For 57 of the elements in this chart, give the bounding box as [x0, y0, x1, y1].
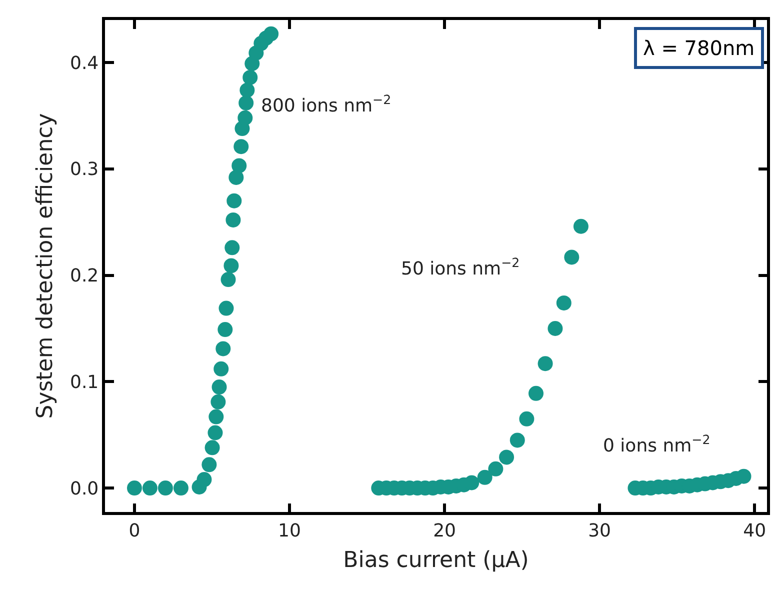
y-tick-label: 0.0 [70, 478, 99, 500]
point [220, 272, 236, 288]
point [214, 361, 229, 376]
point [218, 322, 233, 338]
x-tick-label: 0 [128, 520, 140, 542]
point [208, 409, 224, 424]
point [228, 170, 244, 185]
point [226, 193, 242, 208]
point [216, 341, 231, 356]
point [232, 158, 247, 174]
point [210, 394, 226, 410]
point [528, 386, 544, 401]
point [510, 432, 525, 448]
point [538, 356, 553, 372]
x-tick-label: 10 [278, 520, 301, 542]
annotation: 50 ions nm$^{−2}$ [401, 255, 520, 280]
point [218, 300, 234, 316]
point [477, 470, 492, 485]
x-tick-label: 30 [588, 520, 612, 542]
point [142, 480, 158, 496]
y-tick-label: 0.1 [70, 372, 99, 393]
x-tick-label: 20 [433, 520, 456, 542]
annotation: λ = 780nm [643, 36, 755, 60]
x-tick-label: 40 [743, 520, 766, 542]
point [240, 82, 255, 98]
point [234, 139, 249, 154]
point [242, 70, 258, 85]
point [226, 212, 241, 228]
x-axis-title: Bias current (μA) [343, 548, 529, 574]
y-axis-title: System detection efficiency [32, 113, 58, 419]
point [212, 380, 227, 395]
point [173, 480, 188, 496]
y-tick-label: 0.3 [70, 159, 99, 180]
point [158, 480, 173, 496]
point [548, 321, 563, 336]
point [264, 26, 279, 42]
point [126, 480, 142, 496]
point [202, 457, 217, 472]
point [736, 468, 752, 484]
point [499, 450, 514, 465]
annotation: 800 ions nm$^{−2}$ [261, 92, 392, 117]
point [224, 240, 240, 256]
point [238, 95, 254, 110]
point [204, 440, 220, 456]
point [519, 411, 534, 426]
point [464, 475, 480, 490]
point [488, 461, 504, 476]
annotation: 0 ions nm$^{−2}$ [603, 432, 710, 457]
point [573, 218, 588, 234]
point [196, 472, 212, 488]
point [238, 110, 253, 126]
y-tick-label: 0.2 [70, 266, 99, 287]
point [564, 250, 580, 265]
point [556, 295, 572, 310]
y-tick-label: 0.4 [70, 52, 99, 74]
point [224, 258, 239, 274]
point [208, 425, 223, 440]
